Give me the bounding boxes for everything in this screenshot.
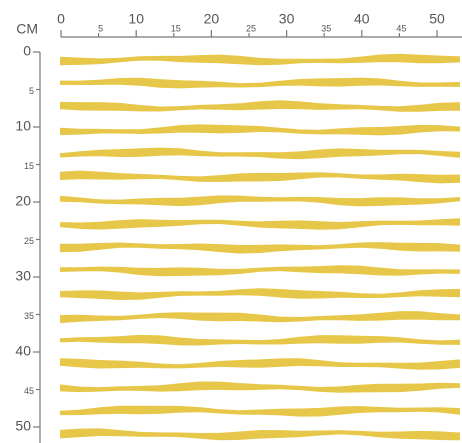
y-tick-label: 30 xyxy=(15,268,31,284)
y-tick-label: 20 xyxy=(15,193,31,209)
stripe xyxy=(60,170,460,184)
x-tick-label: 30 xyxy=(279,11,295,27)
stripe xyxy=(60,311,460,324)
y-tick-label: 45 xyxy=(24,386,34,396)
x-tick-label: 25 xyxy=(246,23,256,33)
x-tick-label: 45 xyxy=(396,23,406,33)
y-tick-label: 5 xyxy=(29,86,34,96)
stripe xyxy=(60,195,460,207)
stripe xyxy=(60,147,460,160)
y-tick-label: 15 xyxy=(24,161,34,171)
stripe xyxy=(60,242,460,254)
stripe xyxy=(60,334,460,346)
y-tick-label: 0 xyxy=(23,43,31,59)
stripe xyxy=(60,265,460,277)
x-tick-label: 0 xyxy=(57,11,65,27)
stripe xyxy=(60,77,460,89)
stripe xyxy=(60,124,460,136)
y-tick-label: 50 xyxy=(15,418,31,434)
x-tick-label: 15 xyxy=(171,23,181,33)
stripe xyxy=(60,53,460,66)
x-tick-label: 5 xyxy=(98,23,103,33)
y-tick-label: 40 xyxy=(15,343,31,359)
stripe xyxy=(60,358,460,370)
y-tick-label: 35 xyxy=(24,311,34,321)
stripe-pattern xyxy=(60,53,460,441)
stripe xyxy=(60,100,460,112)
stripe xyxy=(60,405,460,417)
x-tick-label: 10 xyxy=(128,11,144,27)
stripe xyxy=(60,428,460,441)
x-tick-label: 20 xyxy=(204,11,220,27)
stripe xyxy=(60,381,460,393)
y-tick-label: 10 xyxy=(15,118,31,134)
x-tick-label: 35 xyxy=(321,23,331,33)
unit-label: CM xyxy=(16,21,38,37)
stripe xyxy=(60,288,460,300)
x-tick-label: 50 xyxy=(429,11,445,27)
y-tick-label: 25 xyxy=(24,236,34,246)
stripe xyxy=(60,218,460,230)
x-tick-label: 40 xyxy=(354,11,370,27)
